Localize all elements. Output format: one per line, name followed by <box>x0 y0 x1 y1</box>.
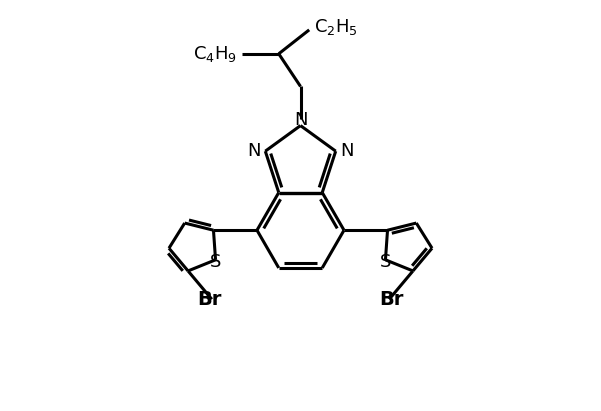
Text: N: N <box>248 142 261 160</box>
Text: S: S <box>210 253 221 271</box>
Text: N: N <box>340 142 353 160</box>
Text: Br: Br <box>379 290 404 309</box>
Text: S: S <box>380 253 391 271</box>
Text: C$_2$H$_5$: C$_2$H$_5$ <box>314 17 358 37</box>
Text: Br: Br <box>197 290 222 309</box>
Text: N: N <box>294 111 307 129</box>
Text: C$_4$H$_9$: C$_4$H$_9$ <box>193 44 237 64</box>
